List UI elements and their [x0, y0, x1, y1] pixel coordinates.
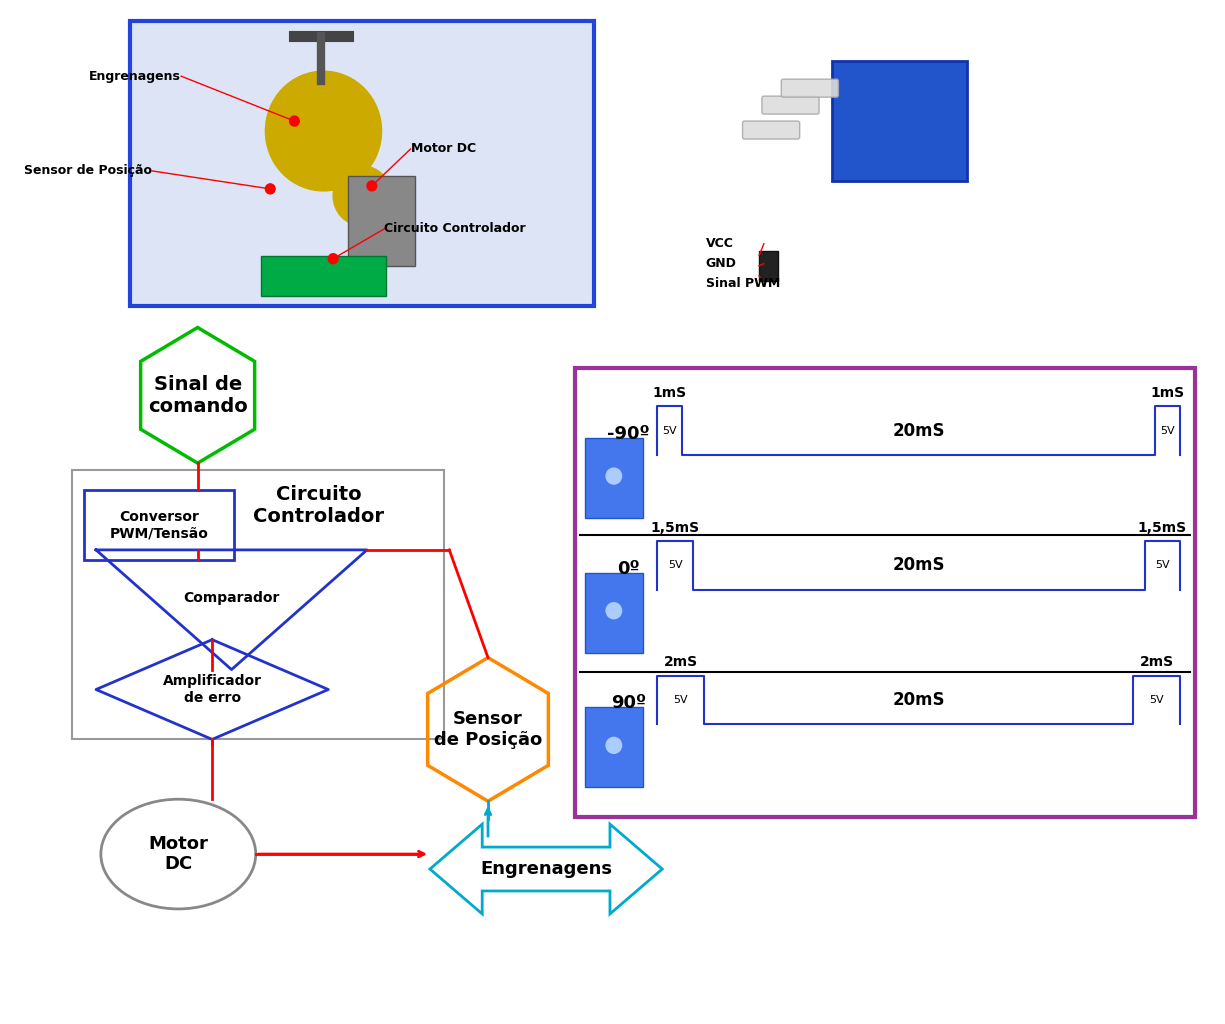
- Text: 2mS: 2mS: [1139, 655, 1174, 669]
- Circle shape: [368, 181, 377, 190]
- FancyBboxPatch shape: [85, 490, 234, 560]
- Circle shape: [266, 184, 276, 194]
- Text: 2mS: 2mS: [664, 655, 698, 669]
- FancyBboxPatch shape: [261, 256, 386, 296]
- Text: 1,5mS: 1,5mS: [650, 520, 699, 535]
- Text: VCC: VCC: [706, 238, 734, 250]
- Circle shape: [606, 468, 621, 484]
- Text: 20mS: 20mS: [893, 556, 944, 574]
- FancyBboxPatch shape: [348, 176, 415, 265]
- Text: 20mS: 20mS: [893, 691, 944, 709]
- Text: Comparador: Comparador: [184, 591, 279, 605]
- Text: -90º: -90º: [608, 425, 649, 443]
- Text: 0º: 0º: [617, 560, 639, 578]
- Text: 1mS: 1mS: [653, 386, 687, 400]
- Text: Motor
DC: Motor DC: [148, 835, 208, 873]
- Text: GND: GND: [706, 257, 736, 270]
- Text: Sinal de
comando: Sinal de comando: [148, 375, 247, 416]
- Circle shape: [289, 116, 299, 126]
- FancyBboxPatch shape: [782, 79, 838, 97]
- Text: Sensor
de Posição: Sensor de Posição: [434, 710, 543, 749]
- Circle shape: [328, 254, 338, 263]
- Text: 90º: 90º: [611, 694, 646, 713]
- FancyBboxPatch shape: [742, 121, 800, 139]
- FancyBboxPatch shape: [760, 251, 778, 281]
- Text: Sensor de Posição: Sensor de Posição: [24, 165, 152, 177]
- Text: 5V: 5V: [1155, 560, 1170, 570]
- Text: Sinal PWM: Sinal PWM: [706, 278, 780, 290]
- Circle shape: [606, 737, 621, 754]
- Text: 20mS: 20mS: [893, 422, 944, 439]
- Text: 1,5mS: 1,5mS: [1138, 520, 1187, 535]
- FancyBboxPatch shape: [130, 22, 594, 305]
- FancyBboxPatch shape: [584, 572, 643, 652]
- FancyBboxPatch shape: [762, 96, 820, 114]
- Text: 5V: 5V: [663, 426, 677, 436]
- FancyBboxPatch shape: [575, 369, 1194, 817]
- FancyBboxPatch shape: [832, 61, 967, 181]
- Text: 5V: 5V: [668, 560, 682, 570]
- Circle shape: [606, 603, 621, 618]
- FancyBboxPatch shape: [584, 438, 643, 518]
- Text: Motor DC: Motor DC: [410, 142, 475, 156]
- Text: 5V: 5V: [1149, 695, 1164, 705]
- Text: Amplificador
de erro: Amplificador de erro: [163, 675, 262, 705]
- Text: Conversor
PWM/Tensão: Conversor PWM/Tensão: [110, 510, 208, 540]
- FancyBboxPatch shape: [584, 708, 643, 787]
- Text: Circuito Controlador: Circuito Controlador: [385, 222, 526, 236]
- Text: Engrenagens: Engrenagens: [480, 860, 612, 878]
- Text: 5V: 5V: [674, 695, 688, 705]
- Text: 5V: 5V: [1160, 426, 1175, 436]
- Circle shape: [266, 72, 381, 190]
- Text: Circuito
Controlador: Circuito Controlador: [254, 484, 385, 525]
- Text: 1mS: 1mS: [1150, 386, 1185, 400]
- FancyBboxPatch shape: [72, 470, 445, 739]
- Text: Engrenagens: Engrenagens: [89, 70, 181, 83]
- Circle shape: [333, 166, 391, 225]
